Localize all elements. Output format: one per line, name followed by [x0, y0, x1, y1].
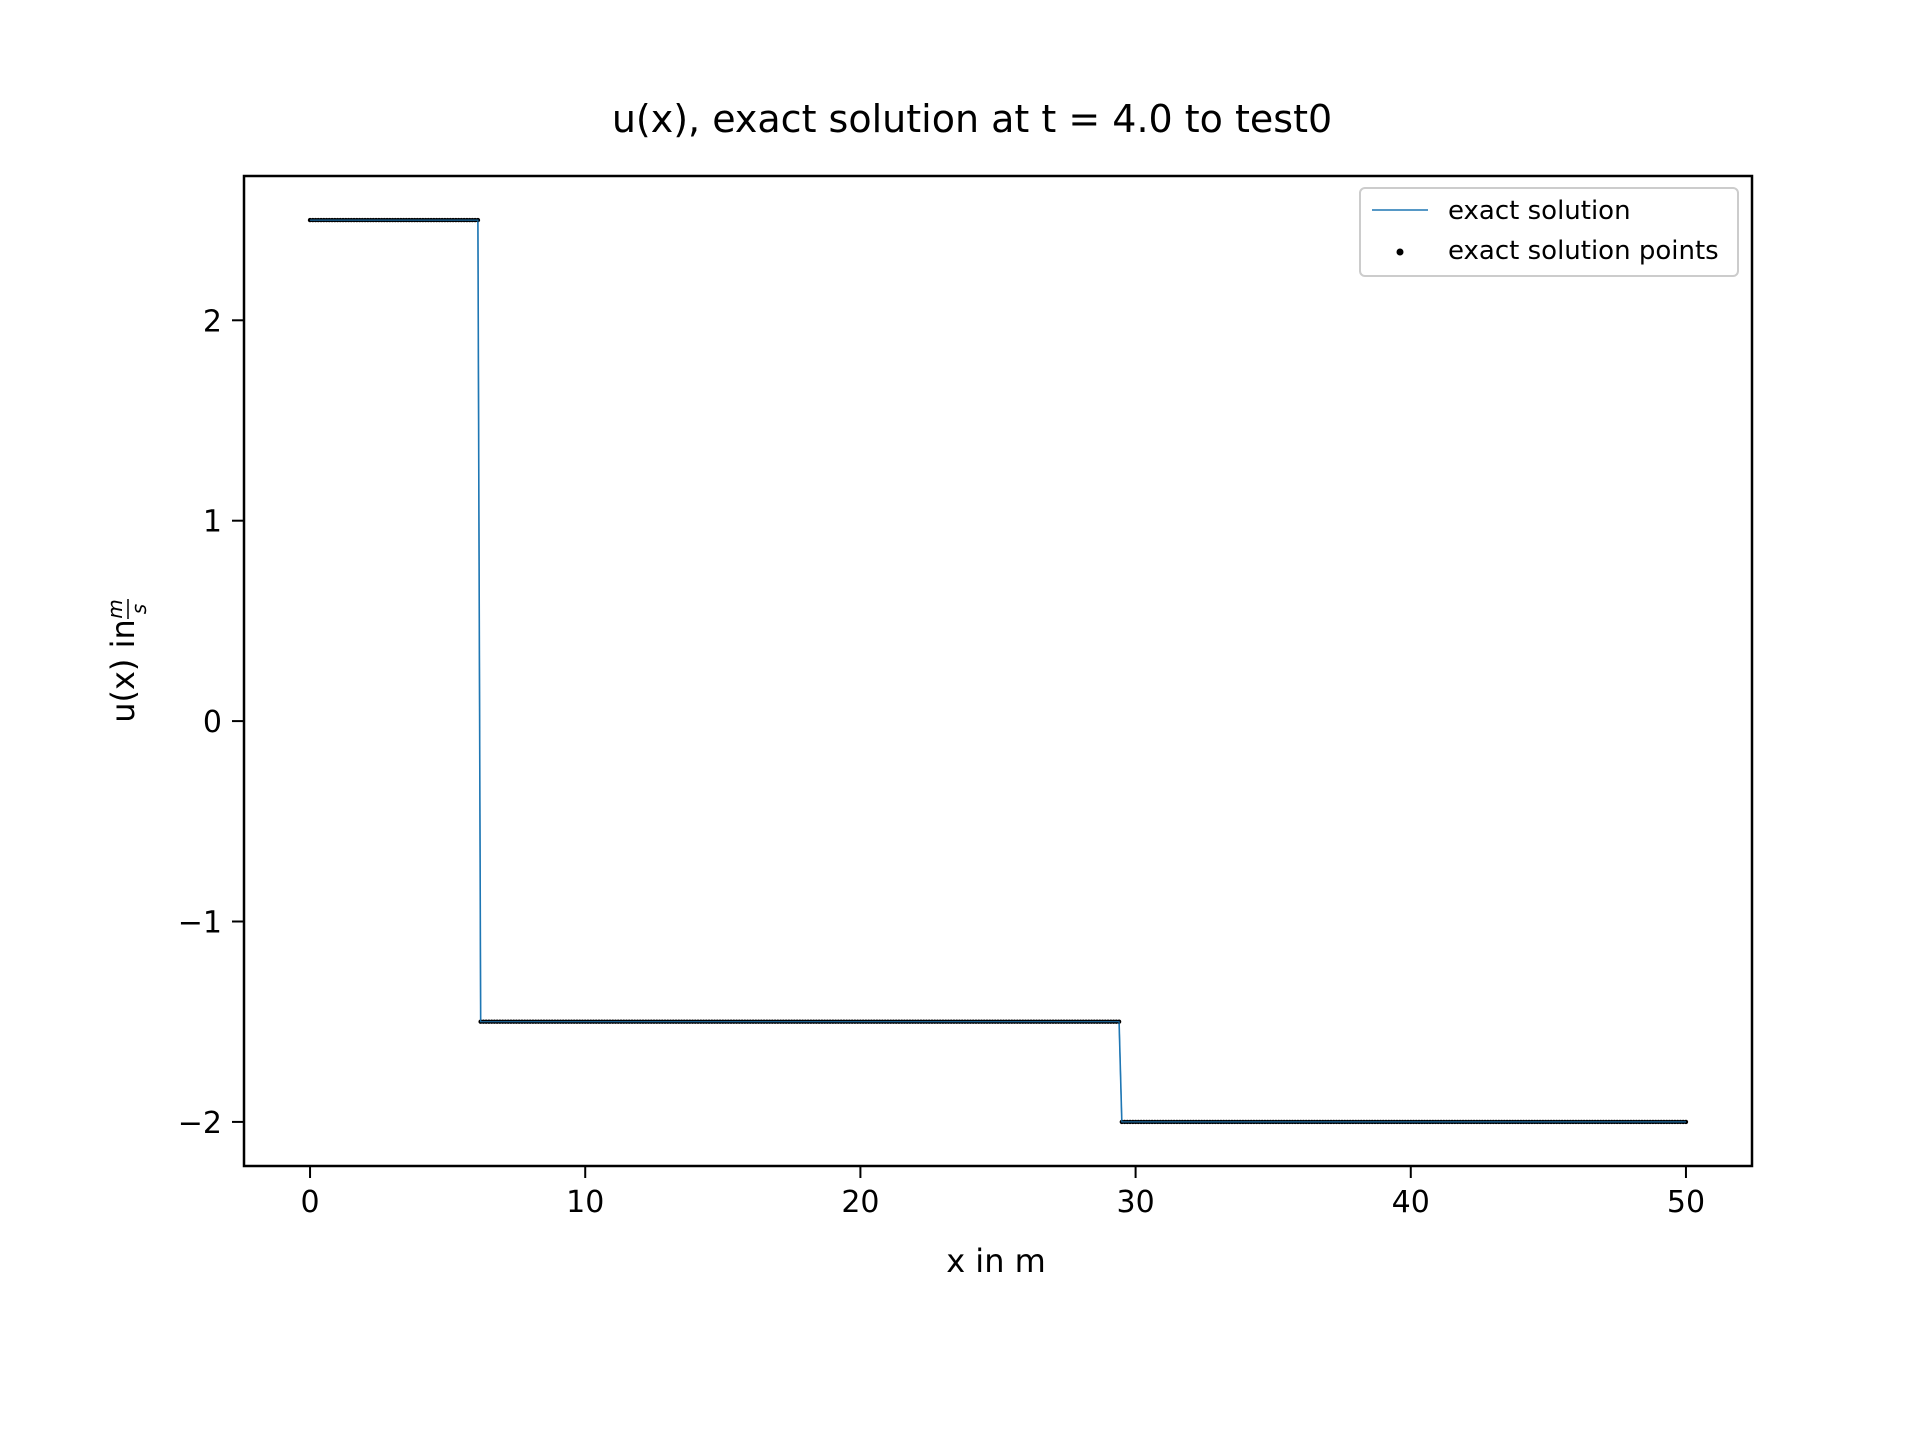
series-layer: [307, 217, 1689, 1125]
y-axis-label: u(x) in m s: [103, 599, 151, 723]
x-axis-ticks: 0 10 20 30 40 50: [300, 1166, 1705, 1220]
x-tick-label: 50: [1667, 1185, 1705, 1220]
series-exact-solution-line-overlay: [310, 219, 1686, 1123]
legend-point-swatch: [1396, 248, 1404, 256]
y-tick-label: −1: [178, 906, 222, 941]
x-tick-label: 0: [300, 1185, 319, 1220]
legend-label-exact-solution-points: exact solution points: [1448, 236, 1719, 266]
plot-area: [244, 176, 1752, 1166]
y-tick-label: 2: [203, 304, 222, 339]
x-tick-label: 10: [566, 1185, 604, 1220]
y-tick-label: 1: [203, 505, 222, 540]
x-axis-label: x in m: [946, 1242, 1046, 1280]
x-tick-label: 40: [1392, 1185, 1430, 1220]
y-tick-label: −2: [178, 1106, 222, 1141]
chart-title: u(x), exact solution at t = 4.0 to test0: [612, 97, 1332, 141]
series-exact-solution-points: [307, 217, 1689, 1125]
plot-frame: [242, 174, 1754, 1168]
x-tick-label: 20: [841, 1185, 879, 1220]
y-axis-ticks: 2 1 0 −1 −2: [178, 304, 244, 1141]
y-axis-unit-denominator: s: [127, 604, 151, 614]
legend: exact solution exact solution points: [1359, 187, 1739, 277]
y-axis-label-prefix: u(x) in: [104, 619, 142, 723]
y-axis-unit-numerator: m: [103, 599, 127, 618]
legend-box: [1359, 187, 1739, 277]
y-tick-label: 0: [203, 705, 222, 740]
x-tick-label: 30: [1116, 1185, 1154, 1220]
y-axis-label-text: u(x) in: [104, 619, 142, 723]
legend-label-exact-solution: exact solution: [1448, 196, 1631, 226]
